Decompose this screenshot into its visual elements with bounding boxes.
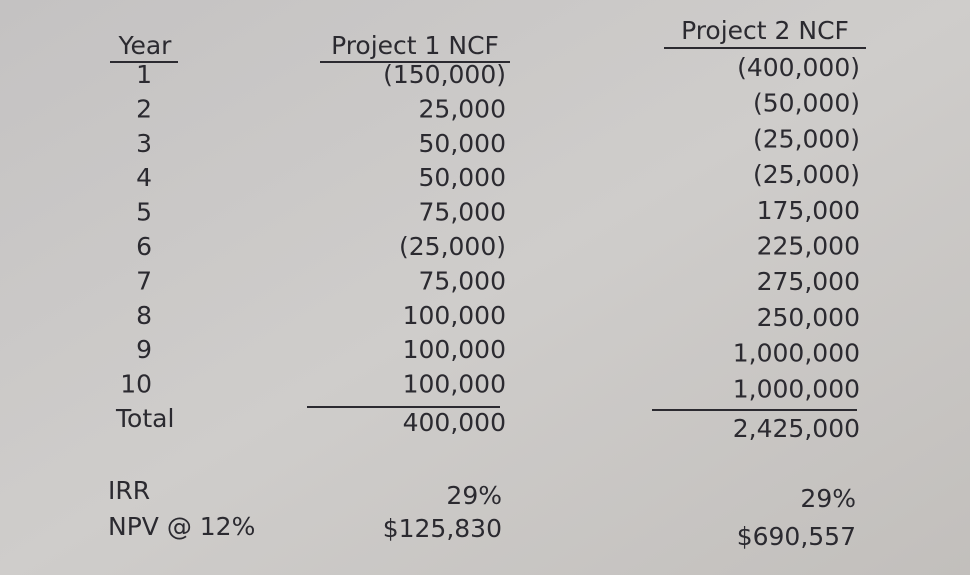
column-header: Year <box>118 31 173 60</box>
summary-label: NPV @ 12% <box>108 512 255 541</box>
project-1-summary: 29% <box>446 481 502 510</box>
project-1-cell: 75,000 <box>419 266 506 295</box>
project-2-cell: (50,000) <box>753 89 860 118</box>
project-1-cell: 50,000 <box>419 163 506 192</box>
project-1-cell: 100,000 <box>403 335 506 364</box>
project-1-cell: 75,000 <box>419 198 506 227</box>
year-cell: 8 <box>136 301 152 330</box>
column-header: Project 1 NCF <box>331 31 499 60</box>
project-1-cell: 100,000 <box>403 301 506 330</box>
project-2-cell: 1,000,000 <box>733 374 860 403</box>
project-1-cell: 100,000 <box>403 370 506 399</box>
project-1-cell: (150,000) <box>383 60 506 89</box>
project-2-cell: 1,000,000 <box>733 339 860 368</box>
year-cell: 9 <box>136 335 152 364</box>
project-1-cell: 25,000 <box>419 94 506 123</box>
year-cell: 4 <box>136 163 152 192</box>
project-2-cell: (25,000) <box>753 160 860 189</box>
column-header: Project 2 NCF <box>681 16 849 45</box>
year-cell: 10 <box>120 370 152 399</box>
year-cell: 2 <box>136 94 152 123</box>
summary-label: IRR <box>108 476 150 505</box>
project-1-cell: 50,000 <box>419 129 506 158</box>
year-cell: 7 <box>136 266 152 295</box>
project-2-summary: $690,557 <box>737 522 856 551</box>
project-2-cell: 2,425,000 <box>733 414 860 443</box>
project-1-cell: (25,000) <box>399 232 506 261</box>
project-2-cell: (400,000) <box>737 53 860 82</box>
year-cell: 3 <box>136 129 152 158</box>
year-cell: 1 <box>136 60 152 89</box>
project-2-cell: (25,000) <box>753 124 860 153</box>
project-2-summary: 29% <box>800 484 856 513</box>
project-1-cell: 400,000 <box>403 408 506 437</box>
project-2-cell: 275,000 <box>757 267 860 296</box>
total-label: Total <box>115 404 174 433</box>
project-2-cell: 250,000 <box>757 303 860 332</box>
year-cell: 6 <box>136 232 152 261</box>
project-1-summary: $125,830 <box>383 514 502 543</box>
project-2-cell: 225,000 <box>757 232 860 261</box>
project-2-cell: 175,000 <box>757 196 860 225</box>
year-cell: 5 <box>136 198 152 227</box>
